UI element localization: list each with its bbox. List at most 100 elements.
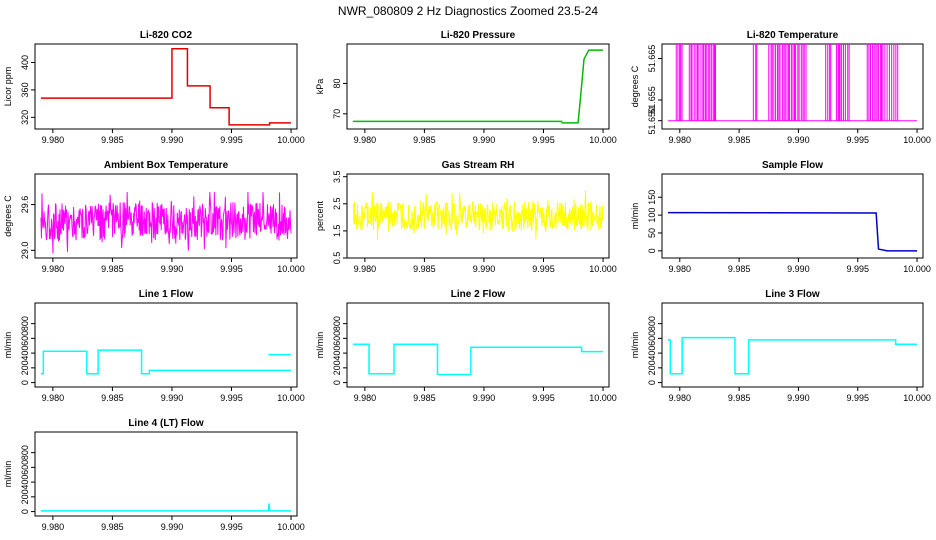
- line4-ylabel: ml/min: [3, 461, 13, 488]
- ambient-series-group: [40, 191, 292, 254]
- temperature-series-group: [667, 44, 918, 122]
- sample-ytick-label: 150: [647, 190, 657, 205]
- line4-ytick-label: 800: [20, 445, 30, 460]
- co2-ytick-label: 400: [20, 55, 30, 70]
- line1-ytick-label: 400: [20, 346, 30, 361]
- pressure-ylabel: kPa: [315, 79, 325, 95]
- line4-xtick-label: 9.980: [42, 522, 65, 532]
- line1-xtick-label: 10.000: [277, 393, 305, 403]
- rh-xtick-label: 9.980: [354, 264, 377, 274]
- sample-xtick-label: 9.990: [787, 264, 810, 274]
- line2-ytick-label: 200: [332, 360, 342, 375]
- line2-series-line: [352, 343, 604, 376]
- line3-xtick-label: 9.995: [846, 393, 869, 403]
- co2-xtick-label: 9.995: [220, 135, 243, 145]
- pressure-plot-frame: [346, 43, 610, 130]
- line2-ytick-label: 600: [332, 331, 342, 346]
- co2-xtick-label: 9.990: [161, 135, 184, 145]
- line3-series-group: [667, 336, 918, 375]
- panel-line1: Line 1 Flow 9.980 9.985 9.990 9.995 10.000 0 20…: [3, 289, 305, 403]
- ambient-xtick-label: 9.990: [161, 264, 184, 274]
- line1-xtick-label: 9.995: [220, 393, 243, 403]
- co2-xtick-label: 10.000: [277, 135, 305, 145]
- temperature-ytick-label: 51.650: [647, 107, 657, 135]
- line4-ytick-label: 400: [20, 475, 30, 490]
- temperature-plot-frame: [661, 43, 924, 130]
- figure-title: NWR_080809 2 Hz Diagnostics Zoomed 23.5-…: [338, 4, 598, 18]
- line3-ytick-label: 800: [647, 316, 657, 331]
- sample-title: Sample Flow: [762, 160, 823, 171]
- panel-temperature: Li-820 Temperature 9.980 9.985 9.990 9.995 10…: [630, 30, 931, 145]
- co2-series-group: [40, 48, 292, 126]
- co2-ylabel: Licor ppm: [3, 67, 13, 107]
- line1-title: Line 1 Flow: [139, 289, 194, 300]
- sample-xtick-label: 9.995: [846, 264, 869, 274]
- line2-xtick-label: 10.000: [589, 393, 617, 403]
- sample-xtick-label: 9.980: [669, 264, 692, 274]
- pressure-ytick-label: 70: [332, 109, 342, 119]
- line1-ytick-label: 800: [20, 316, 30, 331]
- line3-ytick-label: 200: [647, 360, 657, 375]
- rh-title: Gas Stream RH: [442, 160, 515, 171]
- temperature-ytick-label: 51.665: [647, 45, 657, 73]
- line3-ytick-label: 400: [647, 346, 657, 361]
- panel-pressure: Li-820 Pressure 9.980 9.985 9.990 9.995 10.00…: [315, 30, 617, 145]
- line2-xtick-label: 9.990: [473, 393, 496, 403]
- line2-xtick-label: 9.980: [354, 393, 377, 403]
- line4-ytick-label: 0: [20, 509, 30, 514]
- rh-series-line: [352, 190, 604, 240]
- line3-ytick-label: 600: [647, 331, 657, 346]
- line4-xtick-label: 10.000: [277, 522, 305, 532]
- line3-xtick-label: 10.000: [903, 393, 931, 403]
- ambient-ylabel: degrees C: [3, 195, 13, 237]
- line1-plot-frame: [34, 302, 298, 388]
- line1-xtick-label: 9.990: [161, 393, 184, 403]
- temperature-title: Li-820 Temperature: [747, 30, 839, 41]
- line1-ytick-label: 0: [20, 380, 30, 385]
- co2-series-line: [40, 48, 292, 126]
- panel-sample: Sample Flow 9.980 9.985 9.990 9.995 10.000 0 50…: [630, 160, 931, 274]
- pressure-xtick-label: 9.985: [413, 135, 436, 145]
- line4-xtick-label: 9.990: [161, 522, 184, 532]
- ambient-ytick-label: 29.6: [20, 196, 30, 214]
- panel-line4: Line 4 (LT) Flow 9.980 9.985 9.990 9.995 10.0…: [3, 418, 305, 532]
- rh-series-group: [352, 190, 604, 240]
- line1-series-line: [40, 349, 292, 375]
- line4-plot-frame: [34, 431, 298, 517]
- line2-plot-frame: [346, 302, 610, 388]
- pressure-series-line: [352, 49, 604, 124]
- rh-plot-frame: [346, 173, 610, 259]
- pressure-xtick-label: 9.980: [354, 135, 377, 145]
- line3-title: Line 3 Flow: [765, 289, 820, 300]
- line2-ytick-label: 800: [332, 316, 342, 331]
- rh-ytick-label: 1.5: [332, 225, 342, 238]
- line3-series-line: [667, 336, 918, 375]
- line1-ytick-label: 200: [20, 360, 30, 375]
- rh-ylabel: percent: [315, 200, 325, 231]
- sample-series-group: [667, 211, 918, 252]
- co2-xtick-label: 9.985: [101, 135, 124, 145]
- sample-ytick-label: 100: [647, 208, 657, 223]
- ambient-xtick-label: 9.985: [101, 264, 124, 274]
- panel-rh: Gas Stream RH 9.980 9.985 9.990 9.995 10.000 0…: [315, 160, 617, 274]
- panel-ambient: Ambient Box Temperature 9.980 9.985 9.990 9.…: [3, 160, 305, 274]
- panel-co2: Li-820 CO2 9.980 9.985 9.990 9.995 10.000 320 3…: [3, 30, 305, 145]
- line2-ytick-label: 400: [332, 346, 342, 361]
- line1-ylabel: ml/min: [3, 332, 13, 359]
- line3-xtick-label: 9.985: [728, 393, 751, 403]
- line4-ytick-label: 200: [20, 489, 30, 504]
- line2-ytick-label: 0: [332, 380, 342, 385]
- temperature-xtick-label: 9.990: [787, 135, 810, 145]
- line1-series-group: [40, 349, 292, 375]
- line2-title: Line 2 Flow: [451, 289, 506, 300]
- line2-ylabel: ml/min: [315, 332, 325, 359]
- line1-xtick-label: 9.985: [101, 393, 124, 403]
- line4-series-group: [40, 503, 292, 512]
- rh-xtick-label: 10.000: [589, 264, 617, 274]
- line4-series-line: [40, 503, 292, 512]
- pressure-title: Li-820 Pressure: [441, 30, 516, 41]
- sample-xtick-label: 10.000: [903, 264, 931, 274]
- rh-ytick-label: 2.5: [332, 198, 342, 211]
- rh-xtick-label: 9.985: [413, 264, 436, 274]
